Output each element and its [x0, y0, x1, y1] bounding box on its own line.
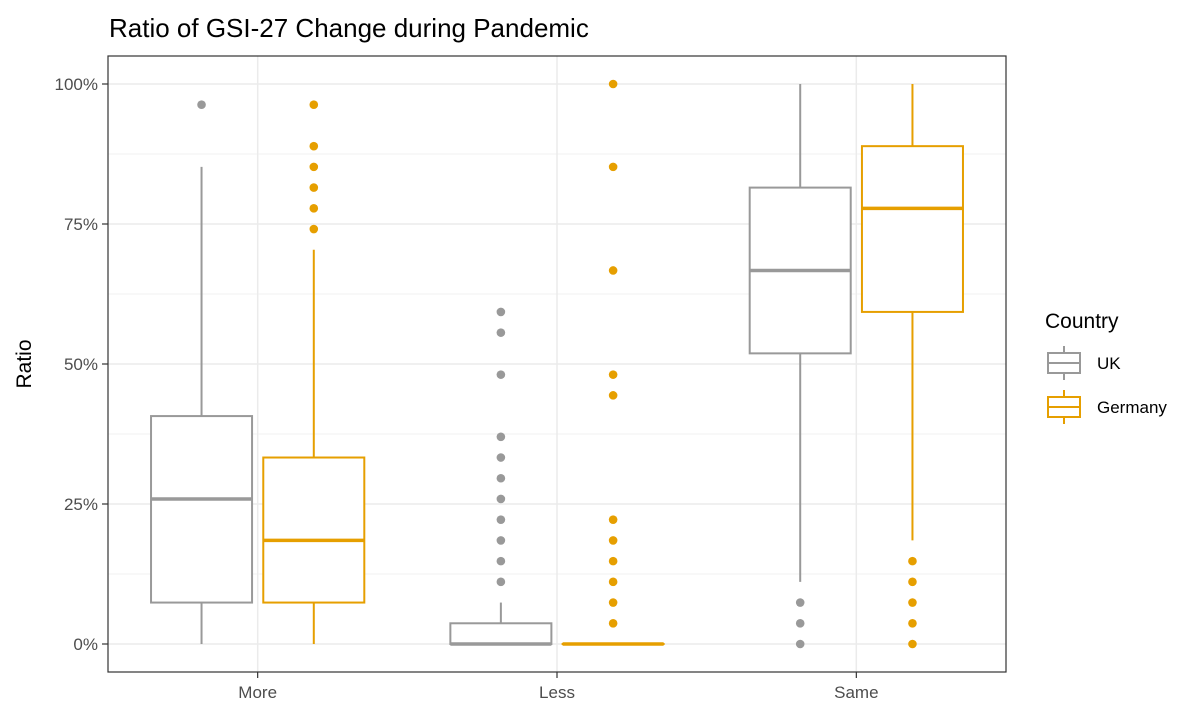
box-body [263, 458, 364, 603]
outlier-point [309, 225, 318, 234]
outlier-point [908, 619, 917, 628]
outlier-point [609, 80, 618, 89]
outlier-point [609, 515, 618, 524]
outlier-point [309, 204, 318, 213]
outlier-point [908, 578, 917, 587]
outlier-point [908, 640, 917, 649]
legend-label: Germany [1097, 398, 1167, 417]
box-uk-less [450, 308, 551, 644]
box-body [151, 416, 252, 602]
outlier-point [609, 536, 618, 545]
y-tick-label: 50% [64, 355, 98, 374]
outlier-point [609, 557, 618, 566]
y-tick-label: 0% [73, 635, 98, 654]
box-uk-more [151, 100, 252, 644]
box-germany-same [862, 84, 963, 648]
y-tick-label: 100% [55, 75, 98, 94]
outlier-point [796, 619, 805, 628]
box-uk-same [750, 84, 851, 648]
outlier-point [609, 619, 618, 628]
legend: Country UK Germany [1045, 310, 1167, 424]
y-tick-label: 25% [64, 495, 98, 514]
y-tick-label: 75% [64, 215, 98, 234]
outlier-point [497, 453, 506, 462]
legend-item-germany: Germany [1048, 390, 1167, 424]
outlier-point [497, 495, 506, 504]
box-body [450, 623, 551, 644]
chart-title: Ratio of GSI-27 Change during Pandemic [109, 13, 589, 43]
outlier-point [609, 370, 618, 379]
outlier-point [497, 433, 506, 442]
outlier-point [497, 578, 506, 587]
outlier-point [497, 370, 506, 379]
x-tick-label: More [238, 683, 277, 702]
outlier-point [309, 142, 318, 151]
box-germany-less [563, 80, 664, 644]
legend-label: UK [1097, 354, 1121, 373]
outlier-point [497, 515, 506, 524]
outlier-point [497, 557, 506, 566]
outlier-point [309, 163, 318, 172]
outlier-point [609, 266, 618, 275]
outlier-point [609, 578, 618, 587]
outlier-point [497, 328, 506, 337]
outlier-point [908, 557, 917, 566]
outlier-point [497, 308, 506, 317]
outlier-point [796, 640, 805, 649]
outlier-point [309, 183, 318, 192]
x-tick-label: Less [539, 683, 575, 702]
y-axis-title: Ratio [13, 339, 36, 388]
box-body [862, 146, 963, 312]
outlier-point [796, 598, 805, 607]
legend-title: Country [1045, 310, 1119, 333]
outlier-point [497, 536, 506, 545]
x-tick-label: Same [834, 683, 878, 702]
outlier-point [497, 474, 506, 483]
outlier-point [609, 391, 618, 400]
outlier-point [609, 163, 618, 172]
box-germany-more [263, 100, 364, 644]
outlier-point [609, 598, 618, 607]
legend-item-uk: UK [1048, 346, 1121, 380]
outlier-point [309, 100, 318, 109]
outlier-point [908, 598, 917, 607]
axes: 0% 25% 50% 75% 100% More Less Same [55, 75, 879, 702]
outlier-point [197, 100, 206, 109]
